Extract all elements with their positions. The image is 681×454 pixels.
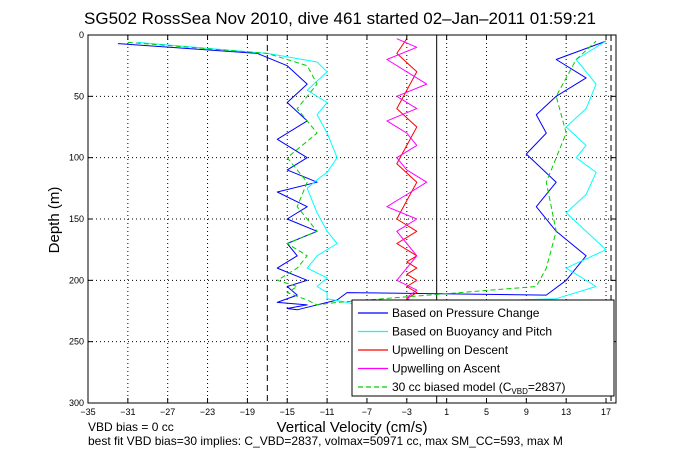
series-line [117, 40, 607, 311]
y-tick-label: 200 [69, 275, 84, 285]
x-tick-label: −35 [80, 407, 95, 417]
legend-label: Upwelling on Ascent [392, 362, 501, 376]
legend: Based on Pressure Change Based on Buoyanc… [351, 299, 615, 397]
x-tick-label: −23 [200, 407, 215, 417]
x-tick-label: −19 [240, 407, 255, 417]
x-tick-label: −11 [320, 407, 335, 417]
series-line [127, 40, 597, 306]
x-tick-label: −15 [280, 407, 295, 417]
legend-label: Upwelling on Descent [392, 343, 509, 357]
x-tick-label: 17 [601, 407, 611, 417]
series-line [386, 38, 428, 308]
x-tick-label: 1 [444, 407, 449, 417]
y-axis-label: Depth (m) [46, 187, 63, 254]
legend-label: Based on Pressure Change [392, 306, 540, 320]
legend-label: Based on Buoyancy and Pitch [392, 325, 552, 339]
chart-title: SG502 RossSea Nov 2010, dive 461 started… [84, 9, 596, 28]
x-tick-label: 9 [524, 407, 529, 417]
legend-box [351, 299, 615, 397]
axis-ticks: −35 −31 −27 −23 −19 −15 −11 −7 −3 1 5 9 13 1705010015… [69, 30, 616, 417]
x-tick-label: −27 [160, 407, 175, 417]
x-tick-label: −31 [120, 407, 135, 417]
x-axis-label: Vertical Velocity (cm/s) [277, 419, 428, 436]
vbd-bias-text: VBD bias = 0 cc [88, 420, 174, 434]
x-tick-label: 13 [561, 407, 571, 417]
y-tick-label: 50 [74, 91, 84, 101]
series-group [117, 38, 607, 318]
y-tick-label: 250 [69, 337, 84, 347]
y-tick-label: 300 [69, 398, 84, 408]
x-tick-label: −7 [362, 407, 372, 417]
y-tick-label: 150 [69, 214, 84, 224]
best-fit-text: best fit VBD bias=30 implies: C_VBD=2837… [88, 434, 563, 448]
series-line [137, 40, 607, 306]
y-tick-label: 0 [79, 30, 84, 40]
x-tick-label: −3 [402, 407, 412, 417]
legend-label: 30 cc biased model (CVBD=2837) [392, 380, 566, 396]
y-tick-label: 100 [69, 153, 84, 163]
x-tick-label: 5 [484, 407, 489, 417]
